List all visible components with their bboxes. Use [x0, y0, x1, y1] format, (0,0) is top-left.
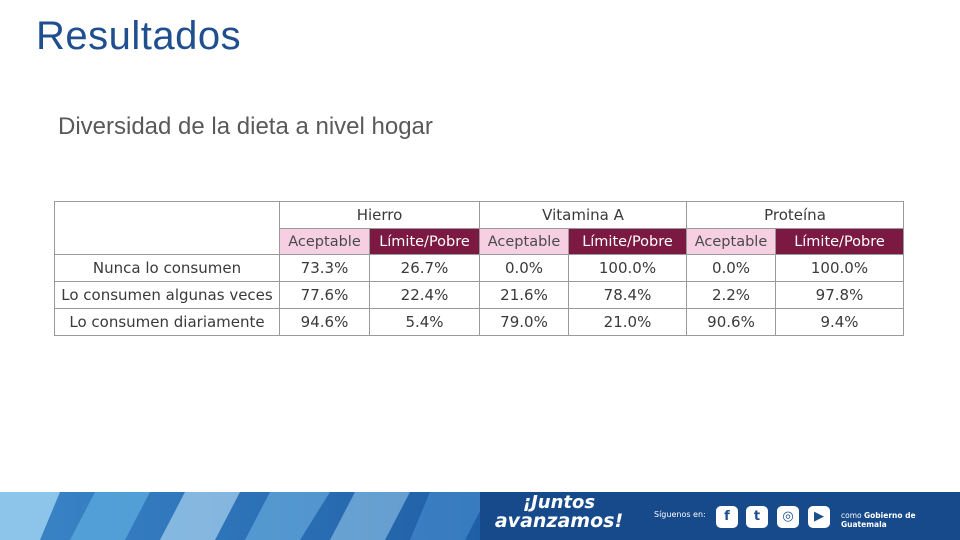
subheader-aceptable: Aceptable	[279, 228, 370, 255]
table-subheader-row: Aceptable Límite/Pobre Aceptable Límite/…	[55, 228, 904, 255]
table-cell: 97.8%	[775, 281, 904, 309]
facebook-icon[interactable]: f	[716, 506, 738, 528]
footer-banner	[0, 492, 960, 540]
table-cell: 90.6%	[686, 308, 776, 336]
table-cell: 22.4%	[369, 281, 480, 309]
subheader-limite-pobre: Límite/Pobre	[775, 228, 904, 255]
table-row: Nunca lo consumen 73.3% 26.7% 0.0% 100.0…	[54, 254, 904, 282]
table-cell: 100.0%	[568, 254, 687, 282]
row-label: Nunca lo consumen	[54, 254, 280, 282]
subheader-limite-pobre: Límite/Pobre	[568, 228, 687, 255]
table-corner-cell	[54, 201, 280, 255]
results-table: Hierro Vitamina A Proteína Aceptable Lím…	[54, 201, 904, 336]
group-header-hierro: Hierro	[279, 201, 480, 229]
subheader-aceptable: Aceptable	[479, 228, 569, 255]
table-cell: 77.6%	[279, 281, 370, 309]
government-credit: como Gobierno de Guatemala	[841, 511, 960, 529]
table-cell: 78.4%	[568, 281, 687, 309]
table-cell: 100.0%	[775, 254, 904, 282]
page-title: Resultados	[36, 14, 242, 58]
slogan-logo: ¡Juntos avanzamos!	[484, 492, 634, 532]
follow-label: Síguenos en:	[654, 510, 706, 519]
table-cell: 21.6%	[479, 281, 569, 309]
table-cell: 26.7%	[369, 254, 480, 282]
table-cell: 0.0%	[479, 254, 569, 282]
slogan-line-2: avanzamos!	[494, 510, 624, 532]
government-name: Gobierno de Guatemala	[841, 511, 916, 529]
instagram-icon[interactable]: ◎	[777, 506, 799, 528]
government-prefix: como	[841, 511, 862, 520]
page-subtitle: Diversidad de la dieta a nivel hogar	[58, 113, 433, 140]
group-header-proteina: Proteína	[686, 201, 904, 229]
table-row: Lo consumen algunas veces 77.6% 22.4% 21…	[54, 281, 904, 309]
youtube-icon[interactable]: ▶	[808, 506, 830, 528]
group-header-vitamina-a: Vitamina A	[479, 201, 687, 229]
row-label: Lo consumen algunas veces	[54, 281, 280, 309]
table-cell: 79.0%	[479, 308, 569, 336]
table-cell: 9.4%	[775, 308, 904, 336]
slogan-line-1: ¡Juntos	[522, 492, 596, 513]
subheader-aceptable: Aceptable	[686, 228, 776, 255]
table-row: Lo consumen diariamente 94.6% 5.4% 79.0%…	[54, 308, 904, 336]
table-cell: 73.3%	[279, 254, 370, 282]
table-cell: 2.2%	[686, 281, 776, 309]
twitter-icon[interactable]: t	[746, 506, 768, 528]
subheader-limite-pobre: Límite/Pobre	[369, 228, 480, 255]
table-cell: 0.0%	[686, 254, 776, 282]
table-cell: 94.6%	[279, 308, 370, 336]
table-cell: 5.4%	[369, 308, 480, 336]
table-cell: 21.0%	[568, 308, 687, 336]
row-label: Lo consumen diariamente	[54, 308, 280, 336]
table-group-header-row: Hierro Vitamina A Proteína	[54, 201, 904, 255]
